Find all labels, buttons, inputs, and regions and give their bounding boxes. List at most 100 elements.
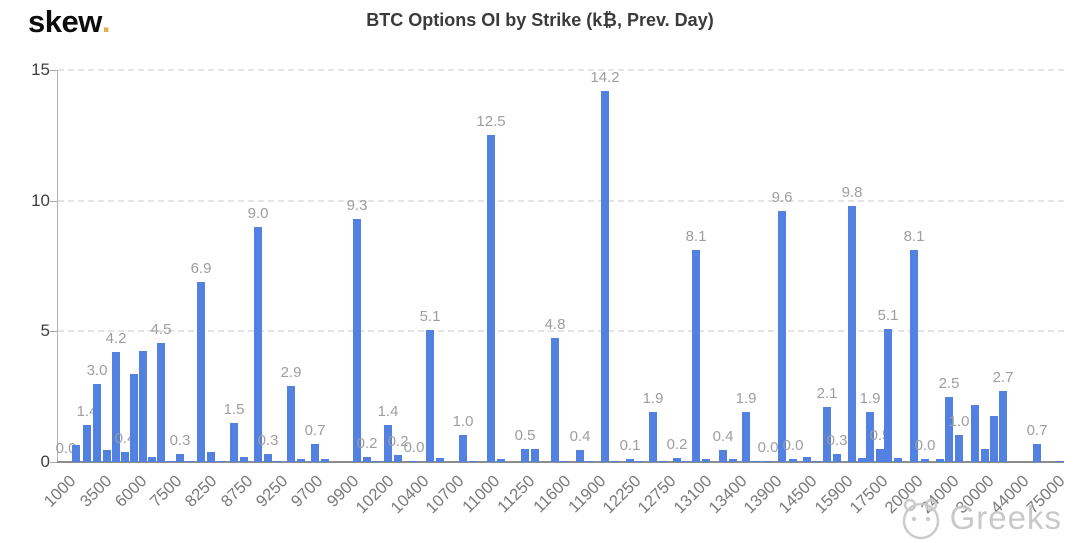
bar <box>287 386 295 462</box>
bar <box>561 461 569 462</box>
bar-value-label: 0.0 <box>55 440 77 457</box>
bar <box>186 461 194 462</box>
skew-logo: skew. <box>28 4 110 40</box>
bar <box>93 384 101 462</box>
x-axis-tick-label: 24000 <box>917 472 963 518</box>
bar-value-label: 4.5 <box>150 321 172 338</box>
bar-value-label: 5.1 <box>877 307 899 324</box>
bar <box>876 449 884 462</box>
bar-value-label: 1.9 <box>859 390 881 407</box>
bar <box>848 206 856 462</box>
bar <box>729 459 737 462</box>
bar <box>813 461 821 462</box>
bar <box>321 459 329 462</box>
bar-value-label: 0.0 <box>914 437 936 454</box>
bar <box>521 449 529 462</box>
bar <box>459 435 467 462</box>
bar-value-label: 9.3 <box>346 197 368 214</box>
x-axis-tick-label: 11900 <box>564 472 610 517</box>
y-tick-10 <box>50 200 57 202</box>
x-axis-tick-label: 44000 <box>987 472 1033 518</box>
x-axis-tick-label: 12250 <box>599 472 645 518</box>
x-axis-tick-label: 11600 <box>529 472 574 517</box>
bar <box>752 461 760 462</box>
bar <box>264 454 272 462</box>
y-axis-line <box>57 70 58 462</box>
bar <box>157 343 165 462</box>
bar-value-label: 0.1 <box>619 437 641 454</box>
bar <box>999 391 1007 462</box>
bar-value-label: 1.9 <box>642 390 664 407</box>
x-axis-tick-label: 10200 <box>352 472 398 518</box>
bar <box>833 454 841 462</box>
gridline-15 <box>58 69 1064 71</box>
x-axis-tick-label: 3500 <box>76 472 116 511</box>
x-axis-tick-label: 75000 <box>1022 472 1069 518</box>
bar <box>197 282 205 462</box>
bar-value-label: 1.9 <box>735 390 757 407</box>
bar-value-label: 9.8 <box>841 184 863 201</box>
bar <box>384 425 392 462</box>
bar <box>1056 461 1064 462</box>
bar <box>487 135 495 462</box>
y-axis-label-15: 15 <box>31 60 50 79</box>
bar <box>121 452 129 462</box>
bar <box>274 461 282 462</box>
x-axis-tick-label: 7500 <box>146 472 186 511</box>
bar-value-label: 6.9 <box>190 260 212 277</box>
bar <box>659 461 667 462</box>
bar-value-label: 0.5 <box>514 427 536 444</box>
x-axis-tick-label: 12750 <box>634 472 680 518</box>
chart-title: BTC Options OI by Strike (k₿, Prev. Day) <box>366 10 714 30</box>
bar <box>497 459 505 462</box>
x-axis-tick-label: 8250 <box>182 472 221 511</box>
bar-value-label: 9.0 <box>247 205 269 222</box>
bar <box>702 459 710 462</box>
bar <box>394 455 402 462</box>
bar <box>103 450 111 462</box>
bar <box>373 461 381 462</box>
bar <box>955 435 963 462</box>
bar-value-label: 0.2 <box>356 435 378 452</box>
y-tick-0 <box>50 462 57 463</box>
bar <box>297 459 305 462</box>
bar-value-label: 0.7 <box>304 422 326 439</box>
y-tick-15 <box>50 70 57 71</box>
bar-value-label: 8.1 <box>685 228 707 245</box>
x-axis-tick-label: 1000 <box>41 472 80 511</box>
bar-value-label: 12.5 <box>476 113 506 130</box>
bar <box>207 452 215 462</box>
bar <box>858 458 866 462</box>
bar <box>921 459 929 462</box>
bar-value-label: 0.3 <box>826 432 848 449</box>
bar-value-label: 1.5 <box>223 401 245 418</box>
bar <box>719 450 727 462</box>
y-tick-5 <box>50 331 57 333</box>
bar-value-label: 5.1 <box>419 308 441 325</box>
gridline-10 <box>58 199 1064 202</box>
bar-value-label: 2.7 <box>992 369 1014 386</box>
bar <box>936 459 944 462</box>
bar-value-label: 3.0 <box>86 362 108 379</box>
x-axis-tick-label: 9700 <box>288 472 327 511</box>
bar-value-label: 1.4 <box>377 403 399 420</box>
y-axis-label-0: 0 <box>40 452 50 471</box>
bar-value-label: 2.9 <box>280 364 302 381</box>
bar <box>945 397 953 462</box>
bar <box>531 449 539 462</box>
bar <box>910 250 918 462</box>
bar <box>601 91 609 462</box>
bar-value-label: 0.2 <box>387 433 409 450</box>
bar <box>823 407 831 462</box>
x-axis-tick-label: 10400 <box>387 472 433 518</box>
x-axis-tick-label: 17500 <box>846 472 892 518</box>
bar <box>692 250 700 462</box>
bar <box>230 423 238 462</box>
bar-value-label: 4.8 <box>544 316 566 333</box>
bar <box>363 457 371 462</box>
bar <box>410 461 418 462</box>
bar <box>636 461 644 462</box>
bar-value-label: 0.3 <box>257 432 279 449</box>
bar <box>311 444 319 462</box>
